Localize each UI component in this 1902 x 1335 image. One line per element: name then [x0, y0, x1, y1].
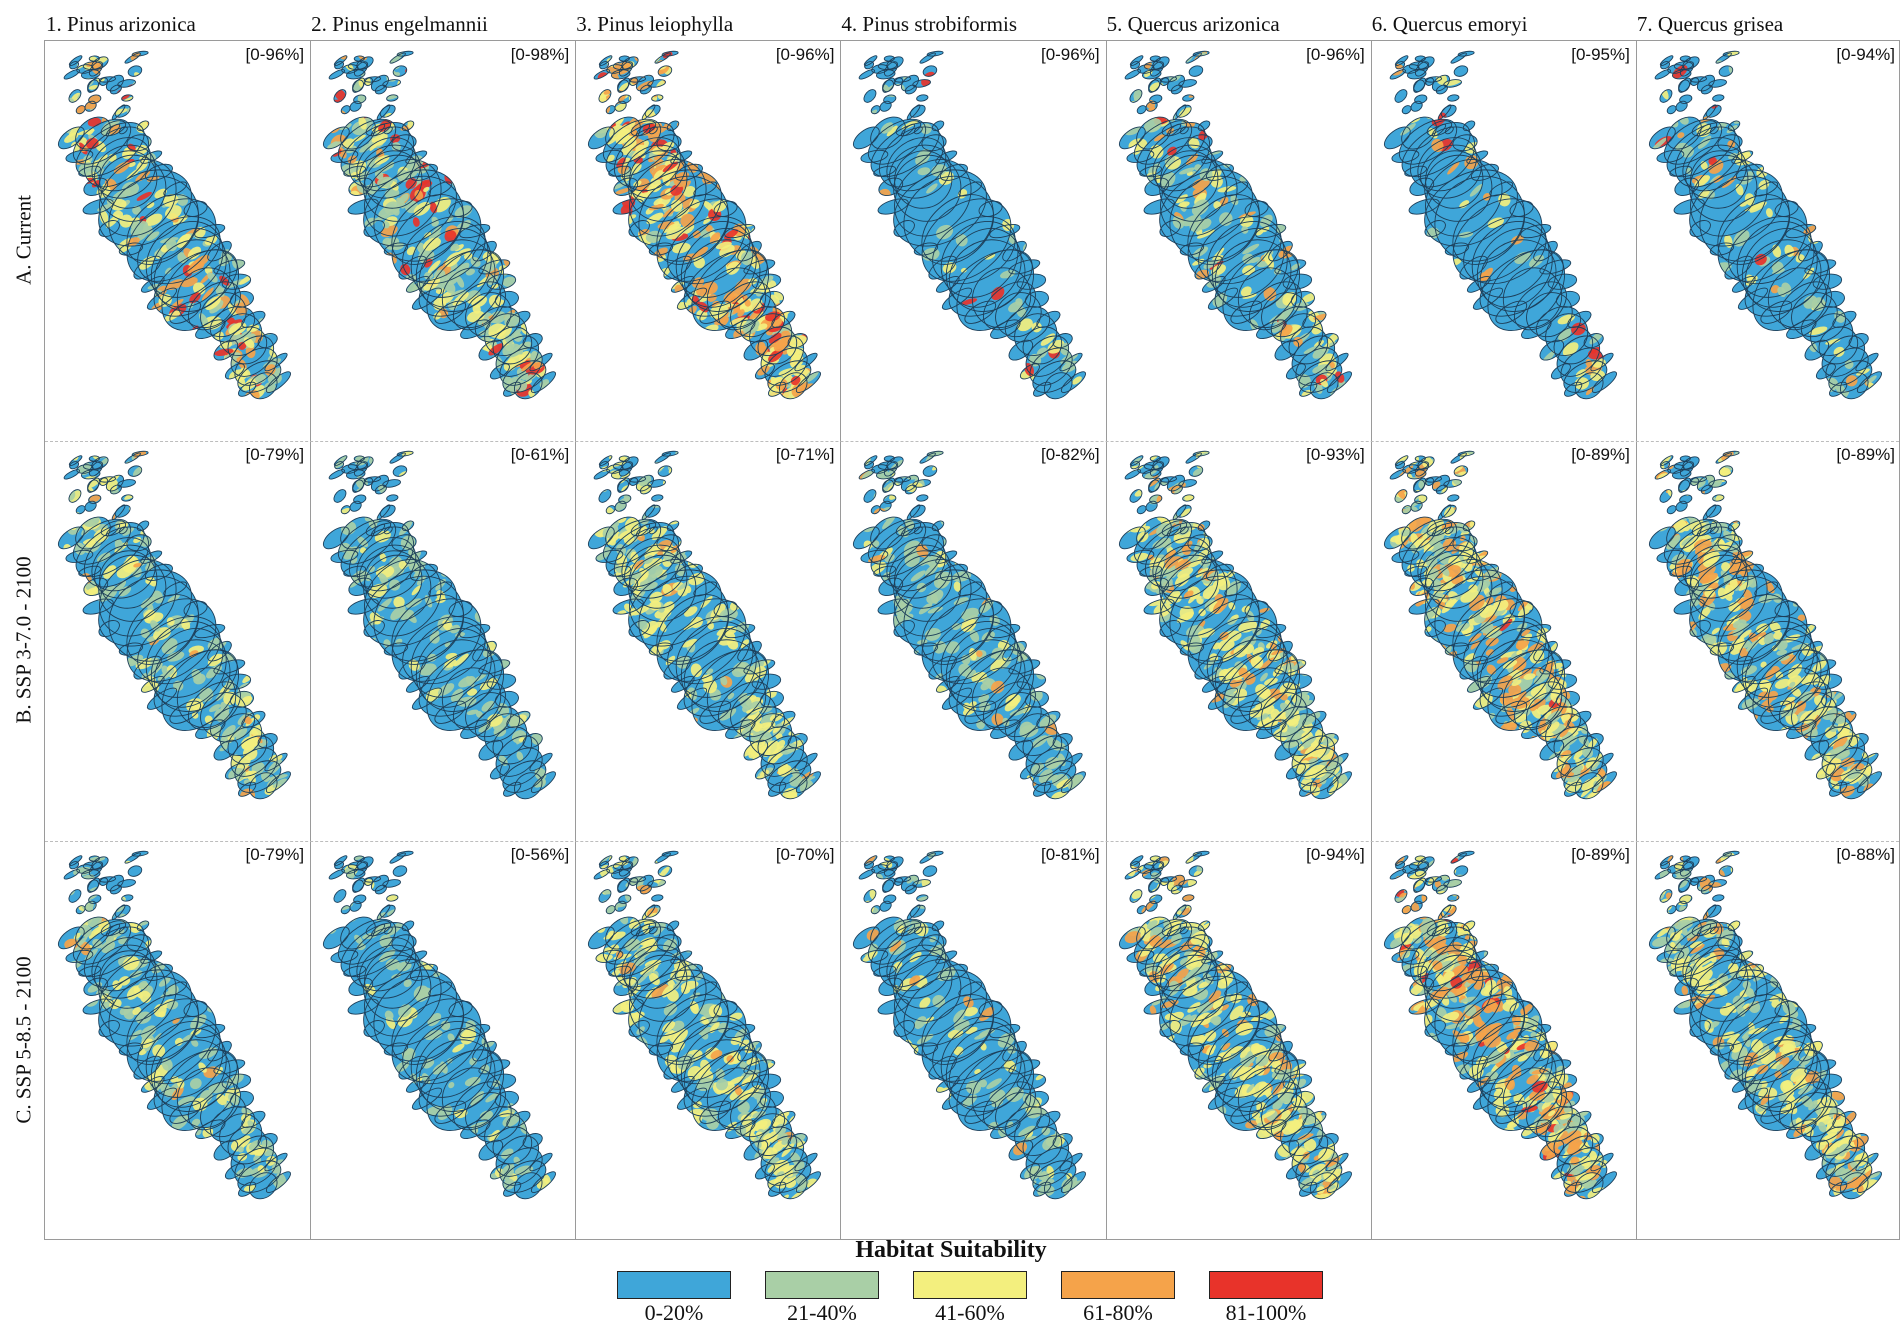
- map-panel: [0-56%]: [310, 841, 575, 1241]
- habitat-map: [54, 850, 294, 1205]
- legend-label: 0-20%: [644, 1300, 704, 1325]
- habitat-map: [319, 450, 559, 805]
- map-panel: [0-95%]: [1371, 41, 1636, 441]
- legend-swatch: [617, 1271, 731, 1299]
- column-divider: [1105, 41, 1107, 1239]
- map-panel: [0-96%]: [575, 41, 840, 441]
- column-title: 4. Pinus strobiformis: [841, 12, 1018, 36]
- map-panel: [0-98%]: [310, 41, 575, 441]
- column-divider: [1635, 41, 1637, 1239]
- map-panel: [0-94%]: [1106, 841, 1371, 1241]
- column-title: 5. Quercus arizonica: [1106, 12, 1280, 36]
- suitability-range-label: [0-94%]: [1306, 845, 1365, 864]
- map-grid: [0-96%] [0-98%] [0-96%] [0-96%] [0-96%] [0-95…: [44, 40, 1900, 1240]
- suitability-range-label: [0-96%]: [245, 45, 305, 64]
- suitability-range-label: [0-94%]: [1836, 45, 1895, 64]
- legend-swatch: [1061, 1271, 1175, 1299]
- column-title: 1. Pinus arizonica: [46, 12, 196, 36]
- suitability-range-label: [0-81%]: [1040, 845, 1100, 864]
- habitat-map: [1645, 50, 1885, 405]
- column-title: 7. Quercus grisea: [1636, 12, 1784, 36]
- map-panel: [0-81%]: [840, 841, 1105, 1241]
- map-panel: [0-89%]: [1371, 441, 1636, 841]
- habitat-map: [584, 850, 824, 1205]
- row-label: B. SSP 3-7.0 - 2100: [11, 556, 36, 724]
- legend-label: 41-60%: [935, 1300, 1005, 1325]
- row-divider: [45, 841, 1899, 842]
- column-title: 2. Pinus engelmannii: [311, 12, 488, 36]
- legend-label: 21-40%: [787, 1300, 857, 1325]
- suitability-range-label: [0-71%]: [775, 445, 835, 464]
- suitability-range-label: [0-98%]: [510, 45, 570, 64]
- map-panel: [0-61%]: [310, 441, 575, 841]
- column-divider: [840, 41, 842, 1239]
- habitat-map: [54, 50, 294, 405]
- row-label: A. Current: [11, 195, 36, 285]
- map-panel: [0-79%]: [45, 441, 310, 841]
- legend-swatch: [1209, 1271, 1323, 1299]
- map-panel: [0-96%]: [1106, 41, 1371, 441]
- habitat-map: [1115, 850, 1354, 1205]
- suitability-range-label: [0-93%]: [1306, 445, 1365, 464]
- column-divider: [1370, 41, 1372, 1239]
- column-title: 3. Pinus leiophylla: [576, 12, 734, 36]
- map-panel: [0-71%]: [575, 441, 840, 841]
- suitability-range-label: [0-96%]: [775, 45, 835, 64]
- suitability-range-label: [0-82%]: [1040, 445, 1100, 464]
- map-panel: [0-70%]: [575, 841, 840, 1241]
- map-panel: [0-96%]: [45, 41, 310, 441]
- suitability-range-label: [0-79%]: [245, 445, 305, 464]
- row-label: C. SSP 5-8.5 - 2100: [11, 956, 36, 1124]
- habitat-map: [1645, 450, 1885, 805]
- suitability-range-label: [0-96%]: [1306, 45, 1365, 64]
- legend-label: 81-100%: [1225, 1300, 1307, 1325]
- habitat-map: [1380, 50, 1619, 405]
- habitat-map: [850, 50, 1089, 405]
- map-panel: [0-89%]: [1636, 441, 1901, 841]
- map-panel: [0-93%]: [1106, 441, 1371, 841]
- column-title: 6. Quercus emoryi: [1371, 12, 1528, 36]
- suitability-range-label: [0-56%]: [510, 845, 570, 864]
- suitability-range-label: [0-89%]: [1571, 845, 1630, 864]
- map-panel: [0-79%]: [45, 841, 310, 1241]
- suitability-range-label: [0-88%]: [1836, 845, 1895, 864]
- map-panel: [0-96%]: [840, 41, 1105, 441]
- suitability-range-label: [0-96%]: [1040, 45, 1100, 64]
- suitability-range-label: [0-89%]: [1836, 445, 1895, 464]
- map-panel: [0-94%]: [1636, 41, 1901, 441]
- habitat-map: [1380, 450, 1619, 805]
- column-divider: [310, 41, 312, 1239]
- habitat-map: [850, 450, 1089, 805]
- legend-label: 61-80%: [1083, 1300, 1153, 1325]
- map-panel: [0-88%]: [1636, 841, 1901, 1241]
- habitat-map: [54, 450, 294, 805]
- habitat-map: [1380, 850, 1619, 1205]
- legend-title: Habitat Suitability: [855, 1237, 1047, 1263]
- row-divider: [45, 441, 1899, 442]
- habitat-map: [850, 850, 1089, 1205]
- suitability-range-label: [0-95%]: [1571, 45, 1630, 64]
- map-panel: [0-82%]: [840, 441, 1105, 841]
- column-divider: [575, 41, 577, 1239]
- habitat-map: [584, 50, 824, 405]
- suitability-range-label: [0-61%]: [510, 445, 570, 464]
- habitat-map: [1115, 450, 1354, 805]
- suitability-range-label: [0-79%]: [245, 845, 305, 864]
- legend-swatch: [913, 1271, 1027, 1299]
- habitat-map: [584, 450, 824, 805]
- habitat-map: [319, 50, 559, 405]
- suitability-range-label: [0-70%]: [775, 845, 835, 864]
- habitat-map: [1645, 850, 1885, 1205]
- legend-swatch: [765, 1271, 879, 1299]
- habitat-map: [1115, 50, 1354, 405]
- habitat-map: [319, 850, 559, 1205]
- suitability-range-label: [0-89%]: [1571, 445, 1630, 464]
- map-panel: [0-89%]: [1371, 841, 1636, 1241]
